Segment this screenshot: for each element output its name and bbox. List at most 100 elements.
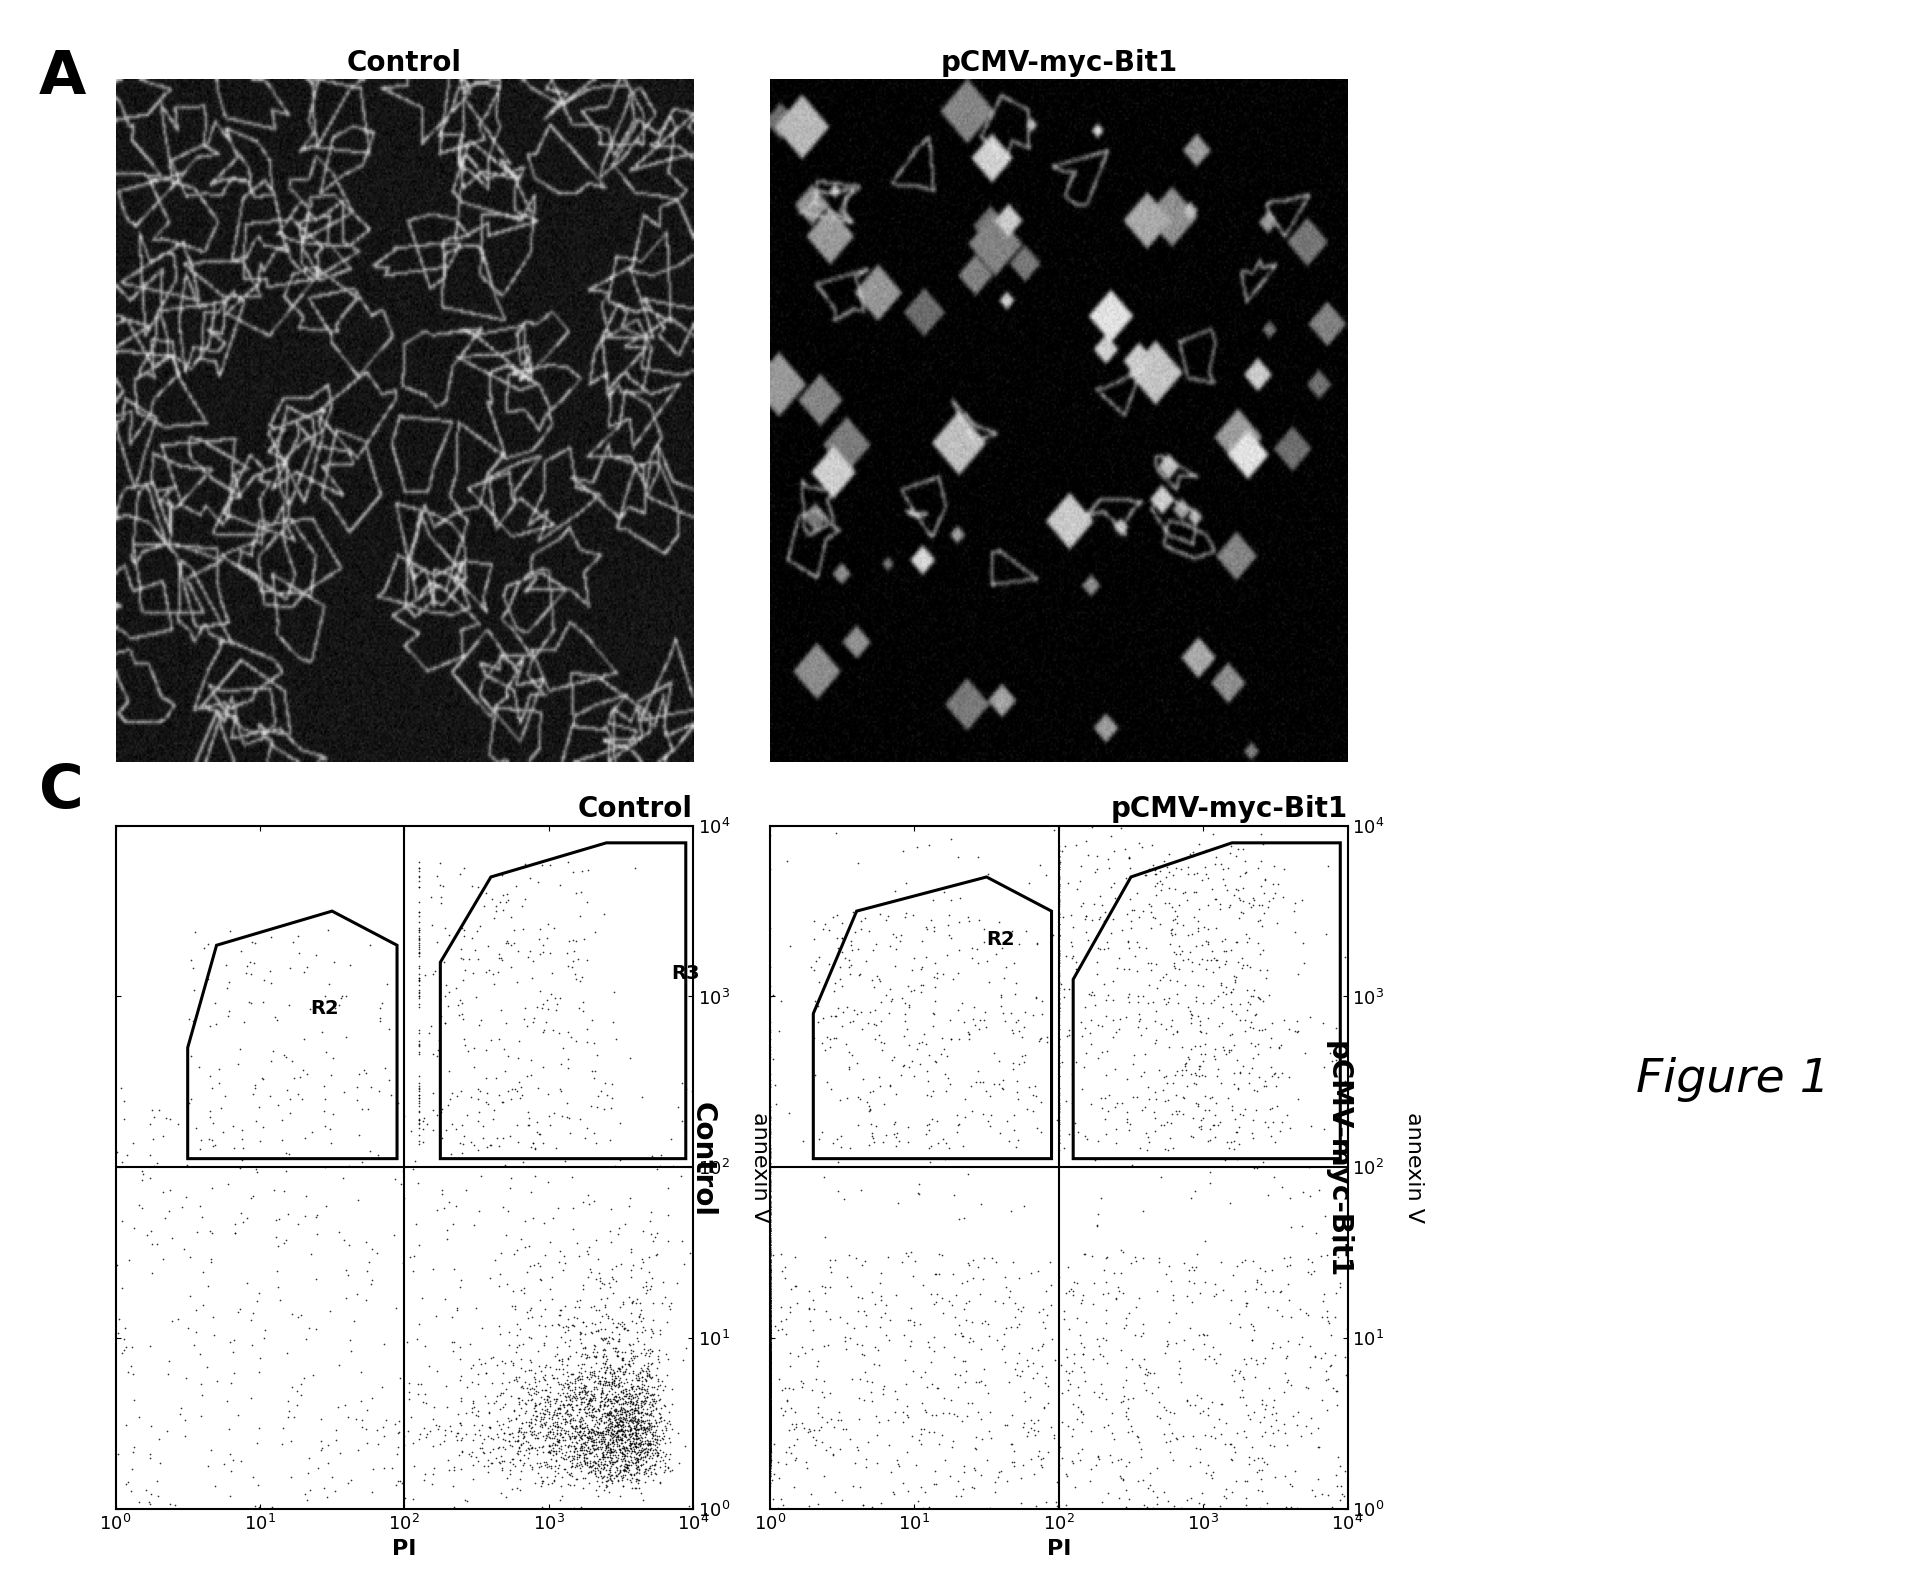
Point bbox=[755, 1437, 785, 1463]
Point bbox=[922, 1108, 953, 1134]
Point bbox=[566, 1412, 597, 1437]
Point bbox=[1080, 1451, 1111, 1477]
Point bbox=[412, 1421, 443, 1447]
Point bbox=[1311, 1299, 1342, 1324]
Point bbox=[755, 1345, 785, 1370]
Point bbox=[460, 937, 491, 962]
Point bbox=[755, 1437, 785, 1463]
Point bbox=[387, 1251, 418, 1277]
Point bbox=[593, 1324, 624, 1350]
Point bbox=[1149, 1394, 1180, 1420]
Point bbox=[608, 1348, 639, 1374]
Point bbox=[1049, 1135, 1080, 1161]
Point bbox=[618, 1463, 649, 1488]
Point bbox=[404, 919, 435, 945]
Point bbox=[1211, 948, 1242, 973]
Point bbox=[1224, 1113, 1255, 1139]
Point bbox=[945, 885, 976, 910]
Point bbox=[572, 1426, 603, 1451]
Point bbox=[499, 931, 529, 956]
Point bbox=[470, 1453, 500, 1478]
Point bbox=[631, 1431, 662, 1456]
Point bbox=[468, 894, 499, 919]
Point bbox=[972, 1380, 1003, 1405]
Point bbox=[626, 1369, 656, 1394]
Point bbox=[1222, 929, 1253, 954]
Point bbox=[603, 1467, 633, 1493]
Point bbox=[905, 980, 936, 1005]
Point bbox=[522, 994, 552, 1019]
Point bbox=[1265, 1280, 1296, 1305]
Point bbox=[533, 1402, 564, 1428]
Point bbox=[1290, 1413, 1321, 1439]
Point bbox=[589, 1386, 620, 1412]
Point bbox=[564, 1451, 595, 1477]
Point bbox=[989, 1412, 1020, 1437]
Point bbox=[241, 1159, 271, 1185]
Point bbox=[543, 1372, 574, 1397]
Point bbox=[889, 1008, 920, 1034]
Point bbox=[755, 1366, 785, 1391]
Point bbox=[755, 1382, 785, 1407]
Point bbox=[1097, 1007, 1128, 1032]
Point bbox=[108, 1105, 139, 1131]
Point bbox=[1186, 1116, 1217, 1142]
Point bbox=[564, 1413, 595, 1439]
Point bbox=[755, 1383, 785, 1409]
Point bbox=[551, 1089, 581, 1115]
Point bbox=[578, 1443, 608, 1469]
Point bbox=[755, 1334, 785, 1359]
Point bbox=[595, 1275, 626, 1301]
Point bbox=[404, 889, 435, 915]
Point bbox=[755, 1340, 785, 1366]
Point bbox=[620, 1393, 651, 1418]
Point bbox=[1138, 905, 1168, 931]
Point bbox=[755, 1320, 785, 1345]
Point bbox=[1049, 1299, 1080, 1324]
Point bbox=[1047, 904, 1078, 929]
Point bbox=[849, 1386, 880, 1412]
Point bbox=[622, 1401, 653, 1426]
Point bbox=[1043, 1026, 1074, 1051]
Point bbox=[755, 1426, 785, 1451]
Point bbox=[755, 1274, 785, 1299]
Point bbox=[539, 1469, 570, 1494]
Point bbox=[169, 1407, 200, 1432]
Point bbox=[373, 1067, 404, 1093]
Point bbox=[986, 985, 1016, 1010]
Point bbox=[755, 1245, 785, 1270]
Point bbox=[755, 1259, 785, 1285]
Point bbox=[1159, 951, 1190, 977]
Point bbox=[214, 969, 244, 994]
Point bbox=[192, 1453, 223, 1478]
Point bbox=[1172, 1283, 1203, 1309]
Point bbox=[502, 1420, 533, 1445]
Point bbox=[755, 1402, 785, 1428]
Point bbox=[283, 924, 314, 950]
Point bbox=[1242, 1347, 1272, 1372]
Point bbox=[755, 1385, 785, 1410]
Point bbox=[427, 1124, 458, 1150]
Point bbox=[1195, 1116, 1226, 1142]
Point bbox=[755, 1447, 785, 1472]
Point bbox=[618, 1331, 649, 1356]
Point bbox=[1190, 1229, 1220, 1255]
Point bbox=[595, 1402, 626, 1428]
Point bbox=[433, 1447, 464, 1472]
Point bbox=[585, 1409, 616, 1434]
Point bbox=[296, 1363, 327, 1388]
Point bbox=[755, 1447, 785, 1472]
Point bbox=[622, 1397, 653, 1423]
Point bbox=[755, 1428, 785, 1453]
Point bbox=[579, 1455, 610, 1480]
Point bbox=[1315, 1310, 1346, 1336]
Point bbox=[755, 1139, 785, 1164]
Point bbox=[755, 1320, 785, 1345]
Point bbox=[1201, 886, 1232, 912]
Point bbox=[755, 1286, 785, 1312]
Point bbox=[531, 1424, 562, 1450]
Point bbox=[452, 1039, 483, 1064]
Point bbox=[755, 1407, 785, 1432]
Point bbox=[574, 1390, 604, 1415]
Point bbox=[1217, 980, 1247, 1005]
